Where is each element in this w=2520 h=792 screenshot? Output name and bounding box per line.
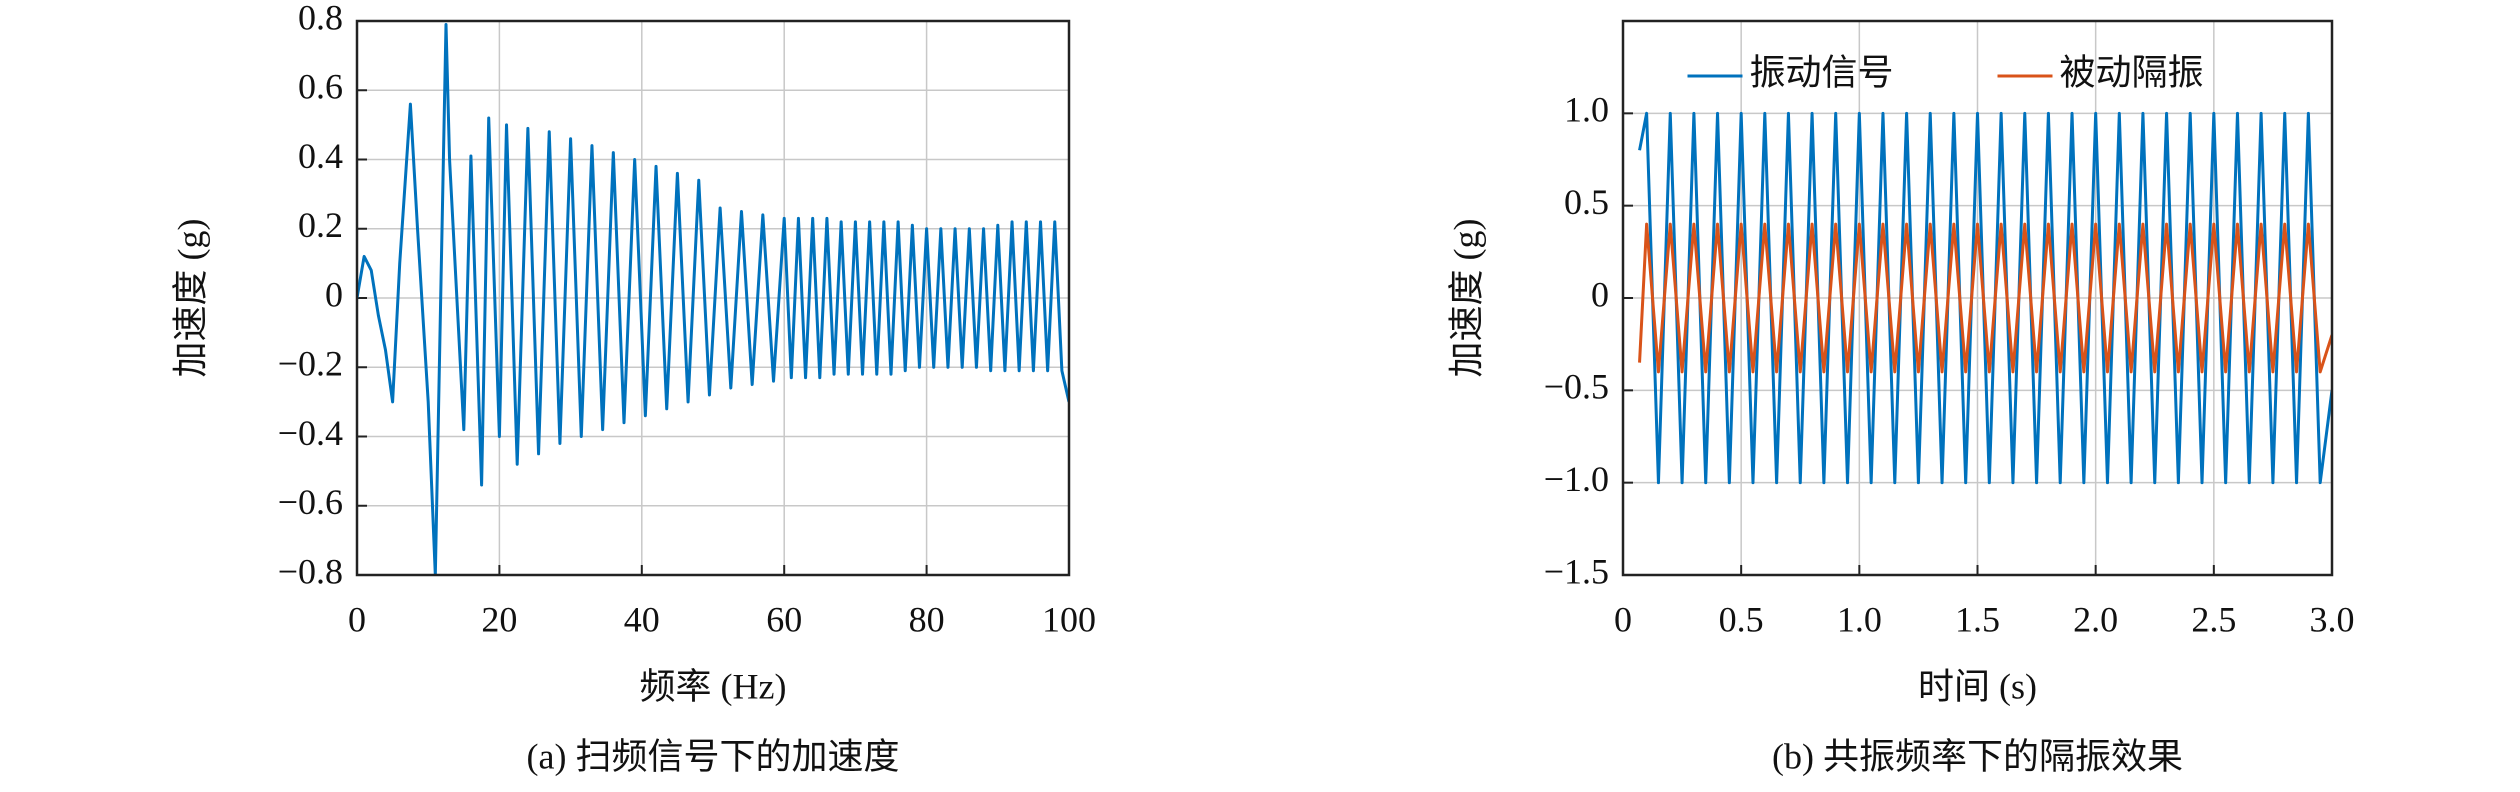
x-tick-label: 3.0 (2310, 599, 2355, 639)
x-axis-label: 频率 (Hz) (640, 666, 787, 706)
y-tick-label: 0.5 (1564, 182, 1609, 222)
y-tick-label: −0.8 (278, 551, 343, 591)
y-tick-label: −0.4 (278, 413, 343, 453)
y-tick-label: 0.4 (298, 136, 343, 176)
y-tick-label: −1.5 (1544, 551, 1609, 591)
y-axis-label: 加速度 (g) (170, 219, 210, 378)
x-tick-label: 80 (909, 599, 945, 639)
y-tick-label: 0 (325, 274, 343, 314)
x-tick-label: 40 (624, 599, 660, 639)
x-tick-label: 1.5 (1955, 599, 2000, 639)
y-tick-label: 0 (1591, 274, 1609, 314)
y-tick-label: 0.2 (298, 205, 343, 245)
caption: (b) 共振频率下的隔振效果 (1772, 736, 2183, 776)
caption: (a) 扫频信号下的加速度 (527, 736, 900, 776)
axes-frame (1621, 19, 2334, 577)
x-tick-label: 0 (348, 599, 366, 639)
x-tick-label: 100 (1042, 599, 1096, 639)
plot-area (1638, 111, 2332, 485)
x-tick-label: 20 (481, 599, 517, 639)
legend-label: 振动信号 (1750, 52, 1894, 92)
x-tick-label: 2.5 (2191, 599, 2236, 639)
y-tick-label: −0.2 (278, 344, 343, 384)
x-tick-label: 0.5 (1719, 599, 1764, 639)
x-axis-label: 时间 (s) (1918, 666, 2037, 706)
y-tick-label: −1.0 (1544, 459, 1609, 499)
x-tick-label: 2.0 (2073, 599, 2118, 639)
y-tick-label: −0.6 (278, 482, 343, 522)
line-series (357, 22, 1069, 575)
x-tick-label: 0 (1614, 599, 1632, 639)
legend-label: 被动隔振 (2060, 52, 2204, 92)
y-tick-label: 0.6 (298, 67, 343, 107)
y-tick-label: −0.5 (1544, 367, 1609, 407)
y-tick-label: 1.0 (1564, 90, 1609, 130)
axes-frame (355, 19, 1071, 577)
y-tick-label: 0.8 (298, 0, 343, 37)
y-axis-label: 加速度 (g) (1446, 219, 1486, 378)
plot-area (357, 22, 1069, 575)
x-tick-label: 1.0 (1837, 599, 1882, 639)
line-series (1638, 222, 2332, 374)
x-tick-label: 60 (766, 599, 802, 639)
